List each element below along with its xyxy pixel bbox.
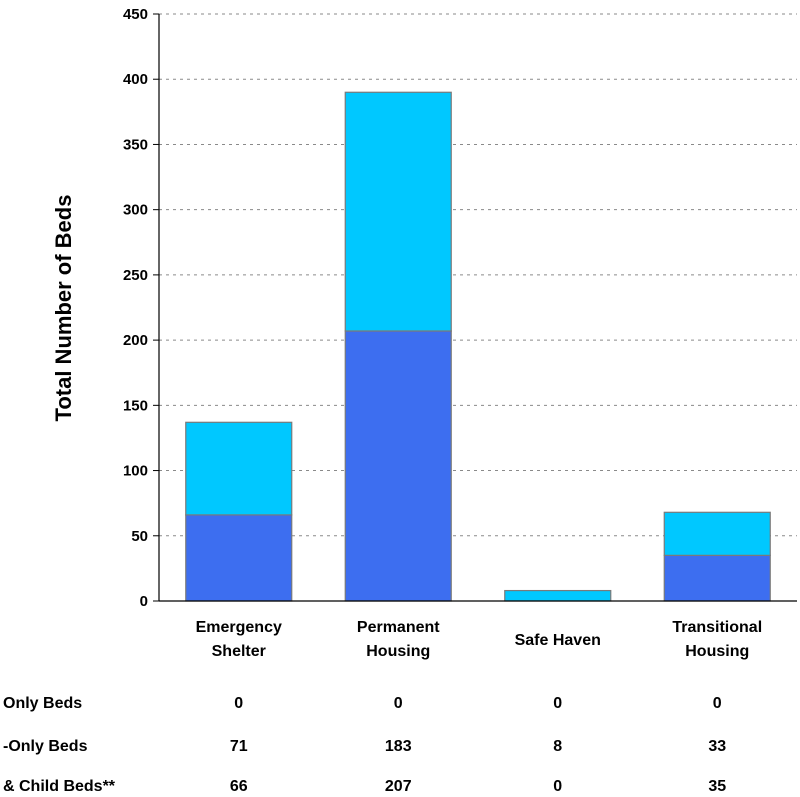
table-cell: 8: [553, 738, 562, 755]
y-tick-labels: 0 50 100 150 200 250 300 350 400 450: [123, 6, 148, 610]
bar-segment-1: [185, 514, 293, 602]
data-table: Only Beds 0 0 0 0 -Only Beds 71 183 8 33 & Child B…: [3, 695, 726, 795]
y-tick-label: 0: [140, 593, 148, 610]
table-cell: 71: [230, 738, 248, 755]
table-cell: 0: [394, 695, 403, 712]
category-label: Transitional: [672, 619, 762, 636]
category-label: Emergency: [196, 619, 282, 636]
y-tick-label: 450: [123, 6, 148, 23]
bar-segment-2: [663, 511, 771, 556]
category-label: Permanent: [357, 619, 440, 636]
y-tick-label: 200: [123, 332, 148, 349]
bar-segment-2: [185, 421, 293, 516]
table-cell: 207: [385, 778, 412, 795]
table-cell: 0: [553, 695, 562, 712]
category-label: Safe Haven: [515, 632, 601, 649]
category-labels: Emergency Shelter Permanent Housing Safe Hav…: [196, 619, 763, 660]
y-tick-label: 350: [123, 136, 148, 153]
bar-segment-1: [663, 554, 771, 602]
table-cell: 66: [230, 778, 248, 795]
table-cell: 0: [553, 778, 562, 795]
bars: [185, 91, 771, 602]
table-row-label: & Child Beds**: [3, 778, 116, 795]
category-label: Shelter: [212, 643, 266, 660]
table-cell: 183: [385, 738, 412, 755]
table-cell: 33: [708, 738, 726, 755]
y-tick-label: 100: [123, 463, 148, 480]
category-label: Housing: [366, 643, 430, 660]
bar-segment-1: [344, 330, 452, 602]
y-tick-label: 150: [123, 397, 148, 414]
bar-segment-2: [344, 91, 452, 332]
y-tick-label: 250: [123, 267, 148, 284]
table-cell: 0: [713, 695, 722, 712]
bar-segment-2: [504, 589, 612, 602]
y-axis-label: Total Number of Beds: [51, 195, 76, 422]
y-tick-label: 300: [123, 202, 148, 219]
axes: [158, 14, 797, 602]
table-row-label: -Only Beds: [3, 738, 88, 755]
table-row-label: Only Beds: [3, 695, 82, 712]
y-tick-label: 400: [123, 71, 148, 88]
table-cell: 35: [708, 778, 726, 795]
y-tick-label: 50: [131, 528, 148, 545]
table-cell: 0: [234, 695, 243, 712]
category-label: Housing: [685, 643, 749, 660]
